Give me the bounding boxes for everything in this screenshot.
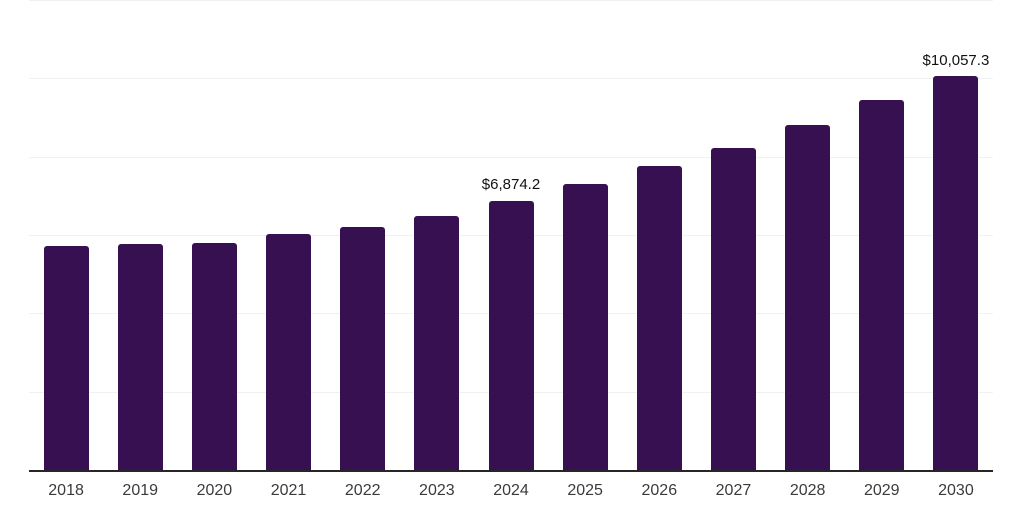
- bar-2026: [636, 166, 682, 470]
- bar-2025: [562, 184, 608, 470]
- x-axis-labels: 2018 2019 2020 2021 2022 2023 2024 2025 2026 2027…: [29, 482, 993, 506]
- bar-2029: [859, 100, 905, 470]
- value-label-2024: $6,874.2: [481, 176, 541, 194]
- x-axis-label-2023: 2023: [419, 482, 455, 499]
- gridline: [29, 0, 993, 1]
- bar-2019: [117, 243, 163, 470]
- x-axis-label-2029: 2029: [863, 482, 900, 499]
- x-axis-label-2025: 2025: [567, 482, 603, 499]
- x-axis-label-2019: 2019: [122, 482, 159, 499]
- x-axis-label-2024: 2024: [493, 482, 529, 499]
- x-axis-label-2026: 2026: [641, 482, 678, 499]
- value-label-2030: $10,057.3: [922, 51, 990, 69]
- x-axis-label-2022: 2022: [344, 482, 381, 499]
- x-axis-label-2020: 2020: [196, 482, 233, 499]
- x-axis-label-2028: 2028: [789, 482, 826, 499]
- bar-2022: [340, 227, 386, 470]
- bar-2028: [785, 125, 831, 470]
- bar-2021: [266, 233, 312, 470]
- gridline: [29, 78, 993, 80]
- x-axis-label-2027: 2027: [715, 482, 752, 499]
- x-axis-label-2030: 2030: [938, 482, 974, 499]
- x-axis-label-2018: 2018: [48, 482, 84, 499]
- bar-2020: [191, 242, 237, 470]
- bar-2023: [414, 215, 460, 470]
- bar-2024: [488, 200, 534, 470]
- bar-2018: [43, 246, 89, 470]
- bar-2030: [933, 76, 979, 470]
- x-axis-label-2021: 2021: [270, 482, 307, 499]
- gridline: [29, 156, 993, 158]
- bar-2027: [710, 147, 756, 470]
- plot-area: $6,874.2 $10,057.3: [29, 0, 993, 472]
